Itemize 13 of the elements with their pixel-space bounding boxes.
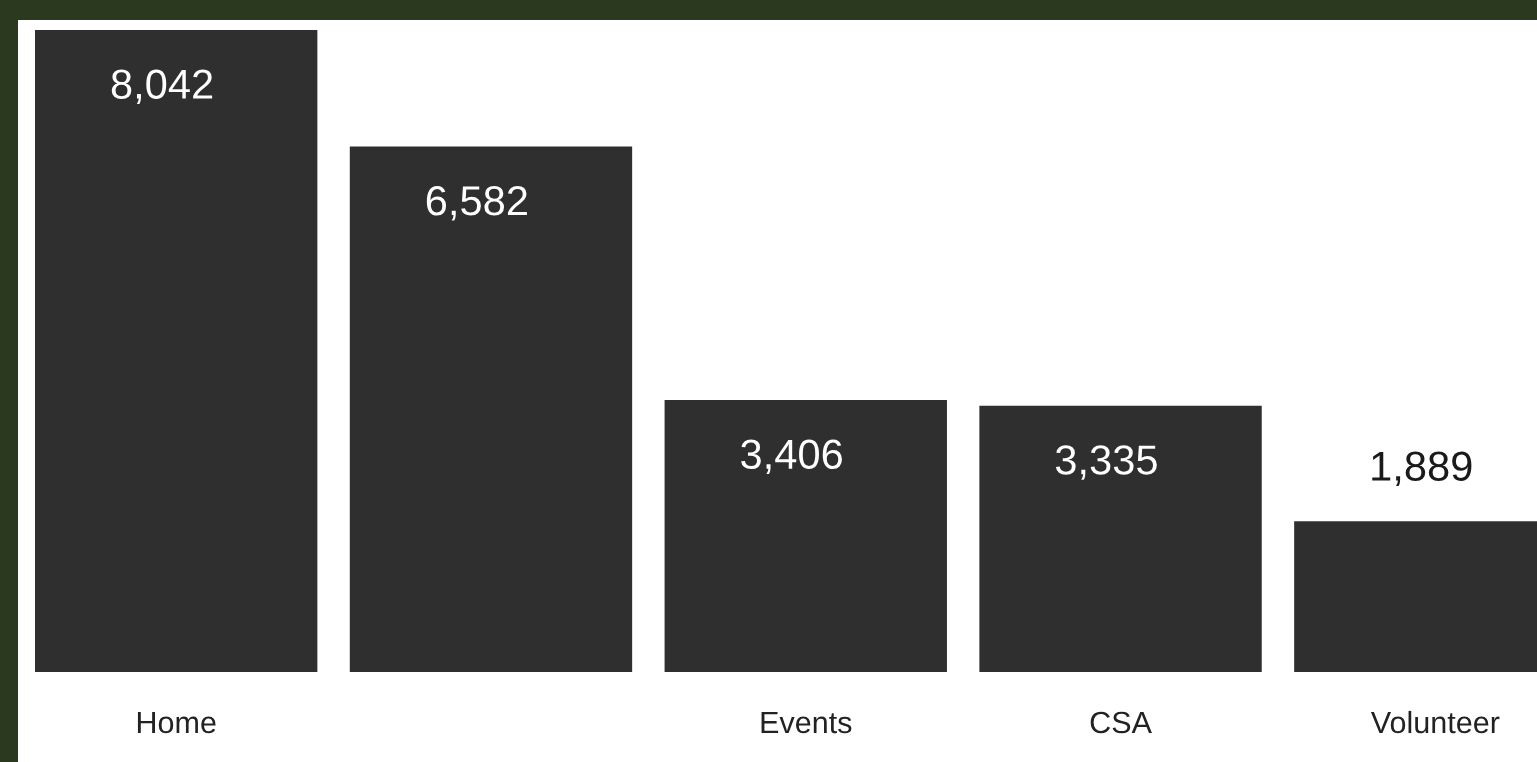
data-label: 3,406 — [741, 439, 842, 474]
bar — [35, 30, 318, 672]
x-tick-label: Home — [137, 712, 216, 734]
data-label: 6,582 — [426, 186, 527, 221]
x-tick-label: Events — [761, 712, 852, 734]
bar — [979, 405, 1262, 672]
x-tick-label: CSA — [1090, 711, 1152, 734]
data-label: 8,042 — [111, 69, 213, 104]
data-label: 3,335 — [1055, 445, 1157, 480]
data-label: 1,889 — [1372, 451, 1472, 486]
x-tick-label: Volunteer — [1370, 710, 1500, 734]
bar — [349, 146, 633, 672]
bar — [664, 400, 947, 672]
